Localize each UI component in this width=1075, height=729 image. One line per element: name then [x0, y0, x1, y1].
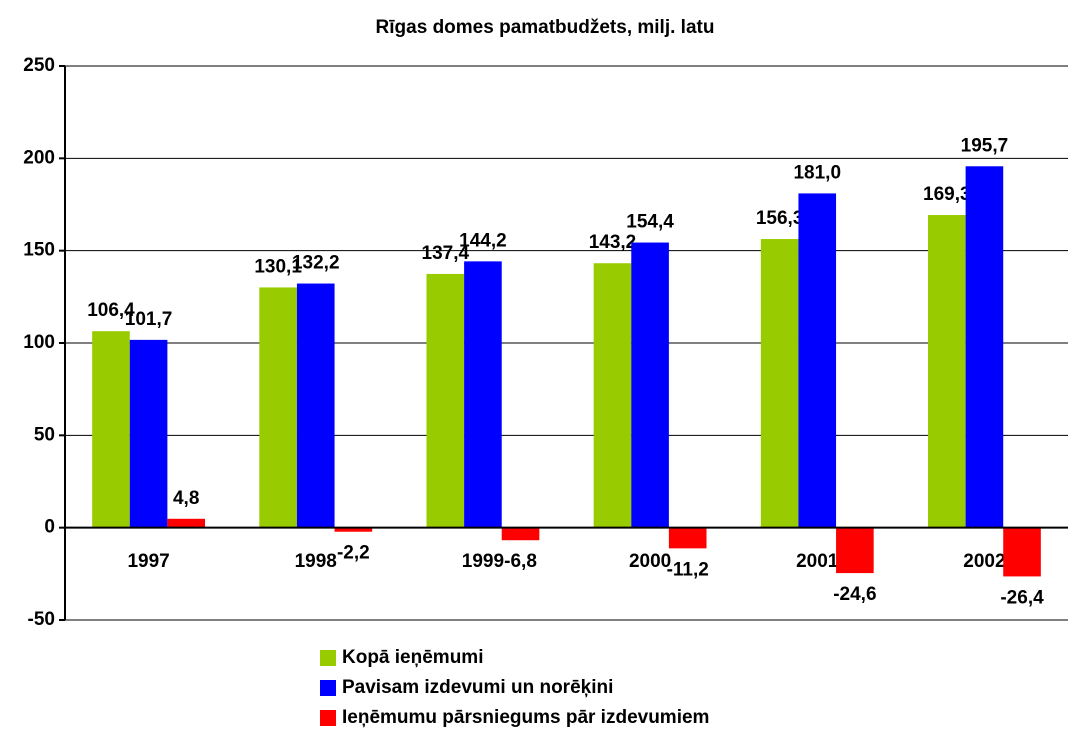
- value-label: -2,2: [337, 543, 370, 564]
- y-tick-label: 0: [44, 517, 55, 538]
- bar: [593, 263, 632, 528]
- bar: [1003, 527, 1041, 577]
- value-label: 195,7: [961, 135, 1009, 156]
- y-tick-label: -50: [28, 609, 55, 630]
- bar: [92, 331, 130, 528]
- value-label: 144,2: [459, 230, 507, 251]
- value-label: 169,3: [923, 184, 971, 205]
- bar: [296, 283, 335, 528]
- x-tick-label: 2001: [796, 551, 839, 572]
- x-tick-label: 1999: [462, 551, 504, 572]
- value-label: 137,4: [422, 243, 470, 264]
- value-label: -11,2: [667, 559, 709, 580]
- value-label: 4,8: [173, 488, 199, 509]
- bar: [334, 527, 373, 532]
- bar: [965, 166, 1004, 528]
- y-tick-label: 50: [34, 424, 55, 445]
- legend-label: Pavisam izdevumi un norēķini: [342, 677, 613, 698]
- bar: [836, 527, 874, 574]
- bar: [259, 287, 297, 528]
- legend-swatch: [320, 710, 336, 726]
- value-label: 181,0: [793, 162, 841, 183]
- y-tick-label: 250: [23, 55, 55, 76]
- y-tick-label: 150: [23, 240, 55, 261]
- value-label: 154,4: [626, 212, 674, 233]
- value-label: 106,4: [87, 300, 135, 321]
- legend-swatch: [320, 650, 336, 666]
- x-tick-label: 2000: [629, 551, 671, 572]
- x-tick-label: 1998: [295, 551, 337, 572]
- bar: [798, 193, 837, 528]
- legend-label: Ieņēmumu pārsniegums pār izdevumiem: [342, 707, 709, 728]
- value-label: -6,8: [504, 551, 537, 572]
- value-label: -24,6: [833, 584, 876, 605]
- legend-label: Kopā ieņēmumi: [342, 647, 483, 668]
- chart-title: Rīgas domes pamatbudžets, milj. latu: [376, 17, 715, 38]
- value-label: 101,7: [125, 309, 173, 330]
- value-label: 143,2: [589, 232, 637, 253]
- bar: [129, 339, 168, 528]
- value-label: -26,4: [1000, 587, 1044, 608]
- bar: [426, 273, 465, 528]
- legend-swatch: [320, 680, 336, 696]
- y-tick-label: 200: [23, 147, 55, 168]
- bar: [501, 527, 540, 541]
- x-tick-label: 1997: [127, 551, 169, 572]
- bar: [167, 518, 206, 528]
- value-label: 132,2: [292, 253, 340, 274]
- value-label: 156,3: [756, 208, 804, 229]
- bar: [668, 527, 707, 549]
- bar: [631, 242, 669, 528]
- bar: [464, 261, 502, 528]
- bar: [760, 239, 799, 528]
- y-tick-label: 100: [23, 332, 55, 353]
- x-tick-label: 2002: [963, 551, 1005, 572]
- value-label: 130,1: [254, 256, 302, 277]
- bar: [927, 215, 966, 528]
